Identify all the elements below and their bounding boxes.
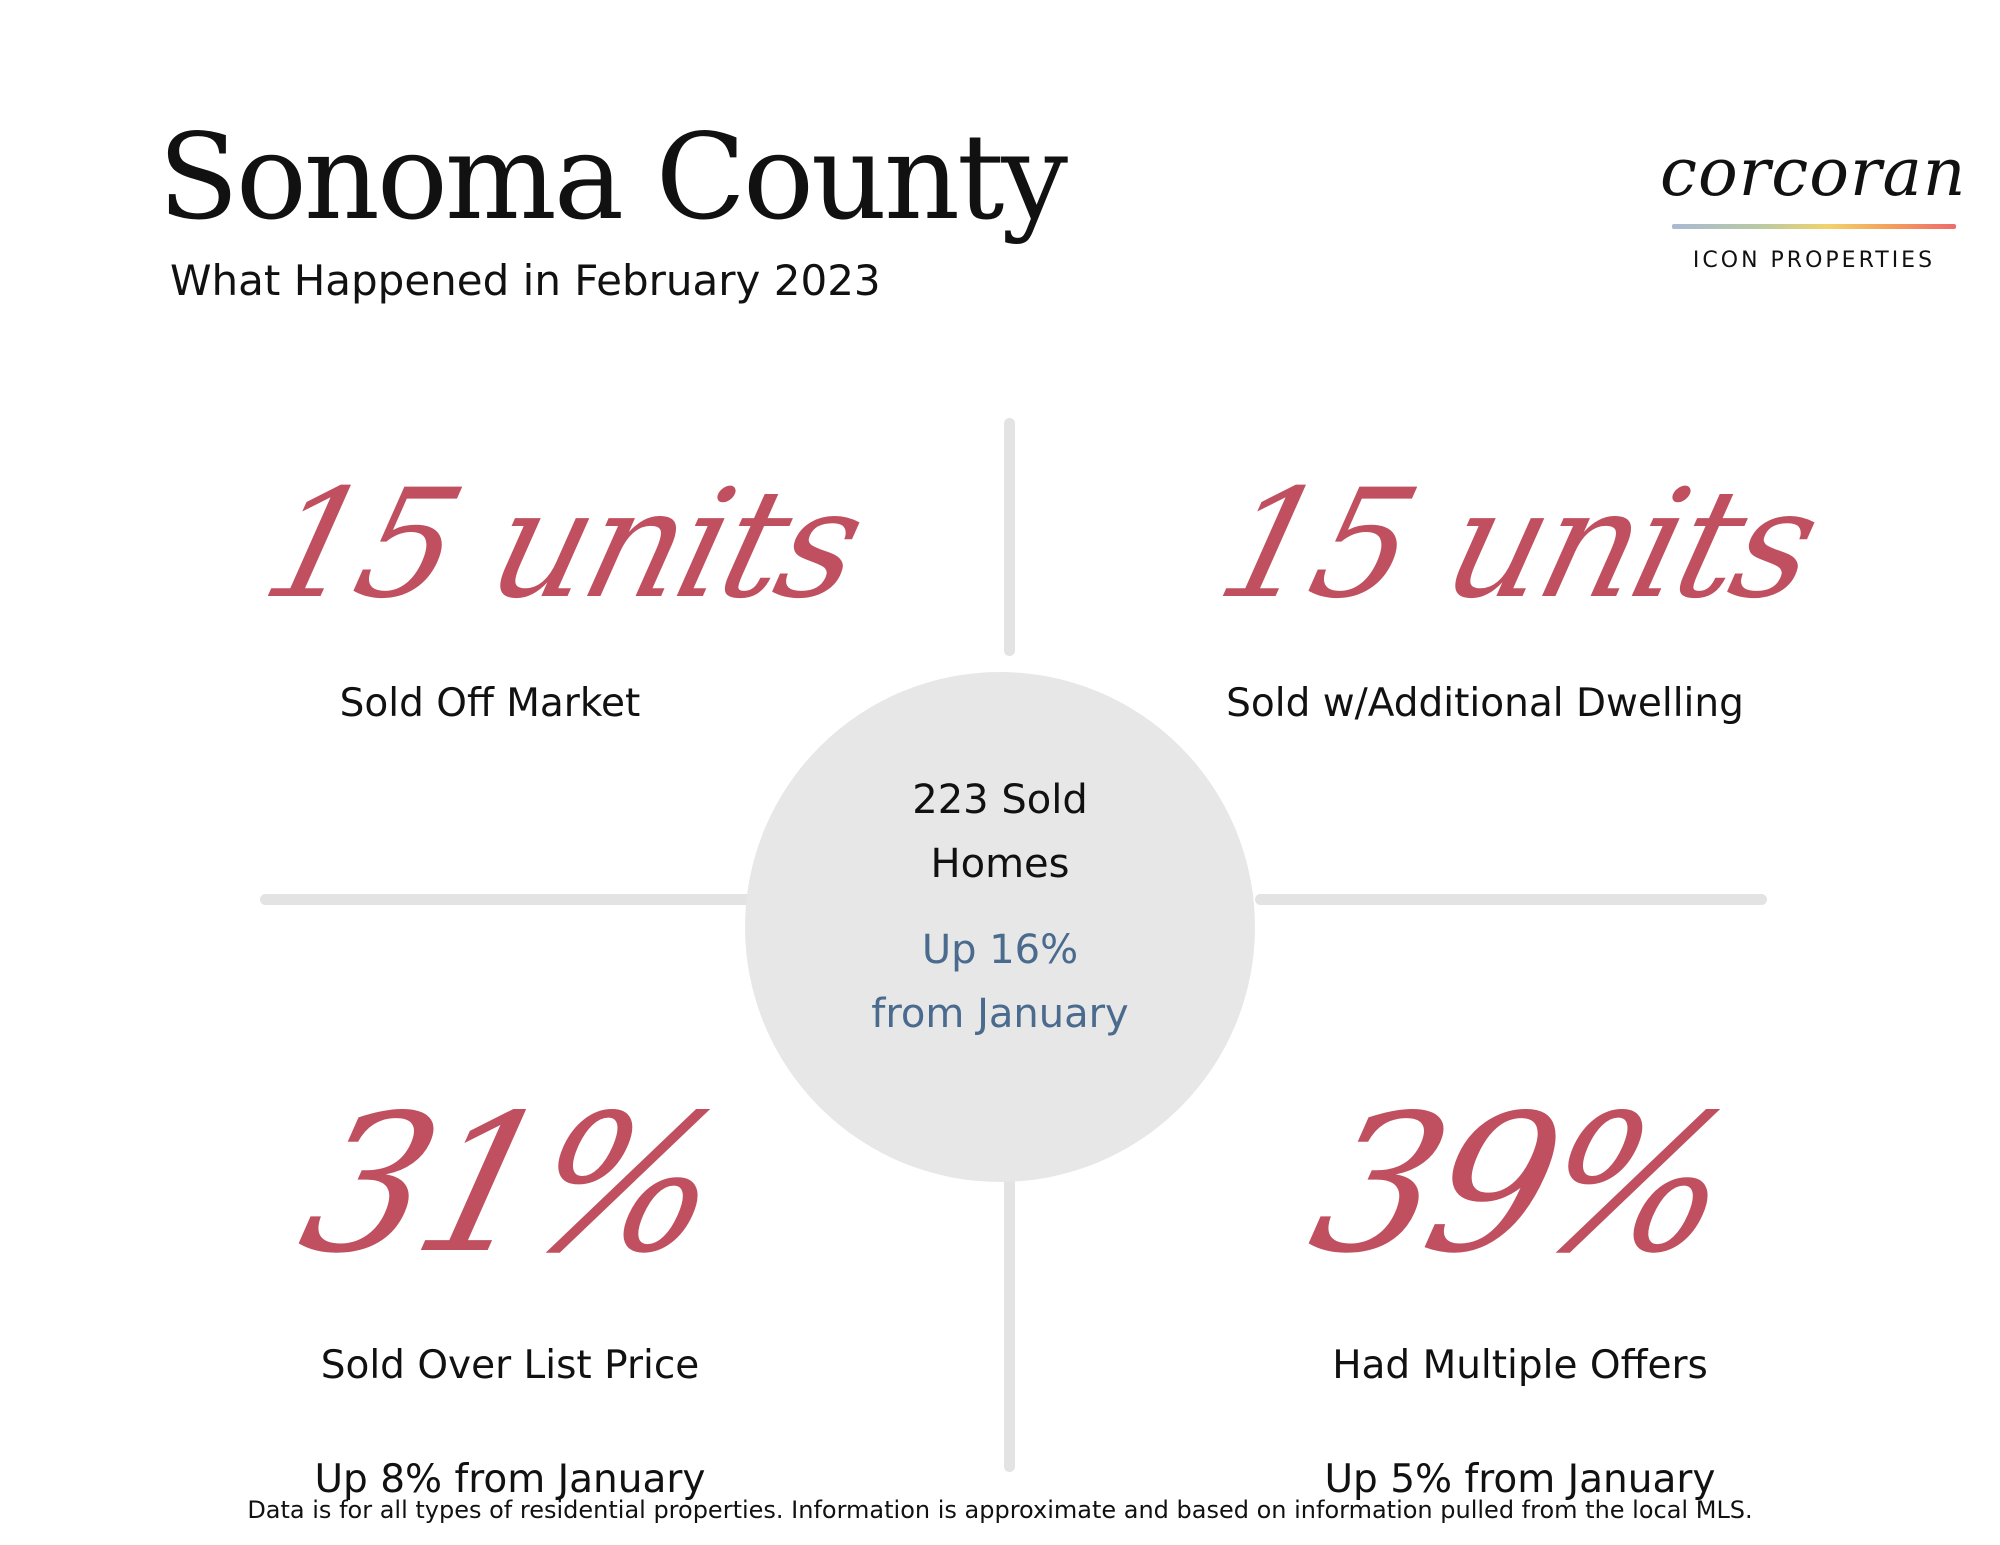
sold-homes-line-1: 223 Sold bbox=[912, 777, 1088, 823]
logo-gradient-bar bbox=[1672, 224, 1956, 229]
logo-tagline: ICON PROPERTIES bbox=[1692, 248, 1936, 273]
divider-horizontal-right bbox=[1255, 894, 1767, 905]
stat-change: Up 8% from January bbox=[314, 1457, 706, 1502]
page-subtitle: What Happened in February 2023 bbox=[170, 256, 881, 305]
stat-label: Sold Over List Price bbox=[320, 1343, 700, 1388]
stat-sold-over-list: 31% Sold Over List Price Up 8% from Janu… bbox=[283, 1074, 736, 1508]
stat-value: 15 units bbox=[1203, 458, 1832, 632]
sold-homes-count: 223 Sold Homes bbox=[745, 768, 1255, 896]
stat-change: Up 5% from January bbox=[1324, 1457, 1716, 1502]
divider-horizontal-left bbox=[260, 894, 755, 905]
stat-value: 39% bbox=[1293, 1074, 1747, 1295]
logo-wordmark: corcoran bbox=[1660, 134, 1967, 211]
sold-homes-change-line-1: Up 16% bbox=[921, 927, 1079, 973]
page-title: Sonoma County bbox=[158, 108, 1068, 246]
sold-homes-line-2: Homes bbox=[930, 841, 1070, 887]
footnote-disclaimer: Data is for all types of residential pro… bbox=[247, 1496, 1753, 1524]
stat-label: Sold w/Additional Dwelling bbox=[1226, 681, 1744, 726]
stat-sold-off-market: 15 units Sold Off Market bbox=[248, 458, 876, 732]
stat-value: 15 units bbox=[248, 458, 877, 632]
divider-vertical-top bbox=[1004, 418, 1015, 656]
stat-multiple-offers: 39% Had Multiple Offers Up 5% from Janua… bbox=[1293, 1074, 1746, 1508]
brand-logo: corcoran ICON PROPERTIES bbox=[1660, 134, 1967, 280]
stat-label: Sold Off Market bbox=[339, 681, 641, 726]
stat-sold-additional-dwelling: 15 units Sold w/Additional Dwelling bbox=[1203, 458, 1831, 732]
sold-homes-change-line-2: from January bbox=[871, 991, 1129, 1037]
center-stat-circle: 223 Sold Homes Up 16% from January bbox=[745, 672, 1255, 1182]
stat-value: 31% bbox=[283, 1074, 737, 1295]
divider-vertical-bottom bbox=[1004, 1160, 1015, 1472]
stat-label: Had Multiple Offers bbox=[1332, 1343, 1708, 1388]
sold-homes-change: Up 16% from January bbox=[745, 918, 1255, 1046]
